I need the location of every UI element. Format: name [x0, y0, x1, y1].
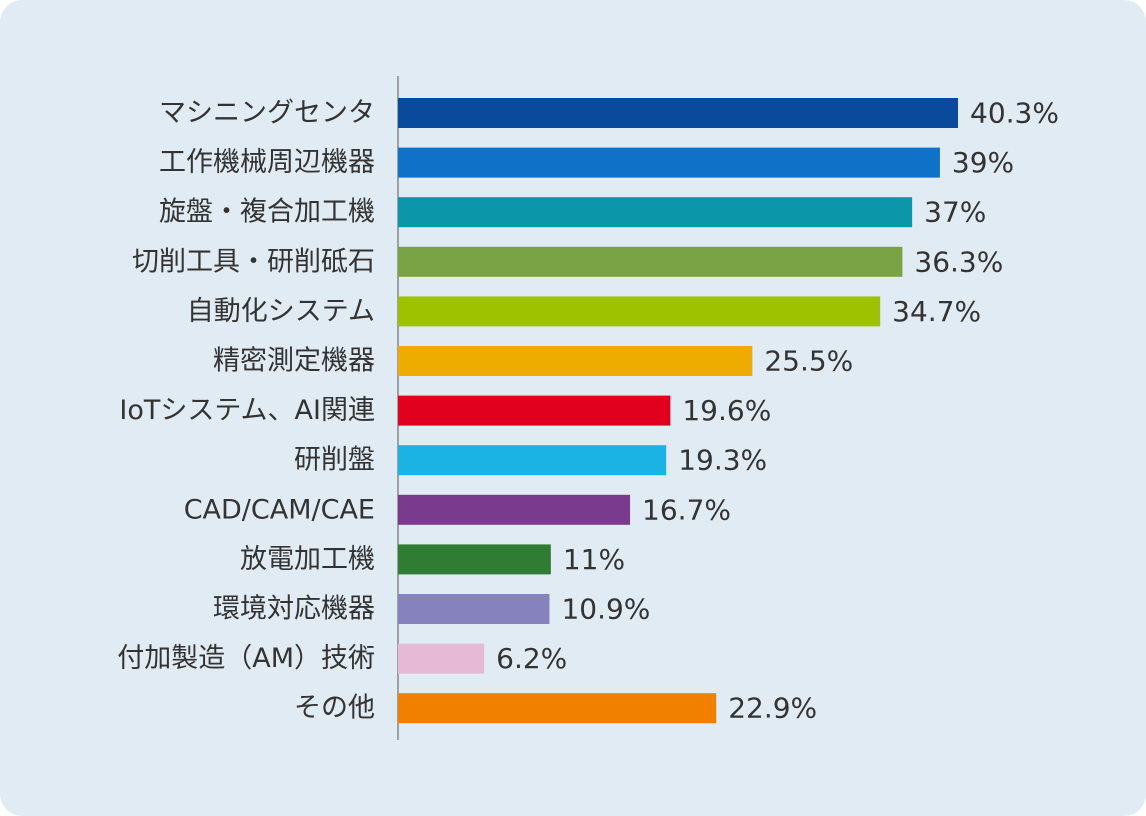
value-label: 36.3% [914, 245, 1003, 278]
bar [398, 494, 631, 525]
category-label: 放電加工機 [240, 544, 375, 575]
value-label: 11% [563, 543, 625, 576]
value-label: 6.2% [496, 642, 567, 675]
category-label: マシニングセンタ [159, 98, 375, 129]
bar [398, 147, 940, 178]
category-label: その他 [294, 693, 375, 724]
category-label: 自動化システム [187, 296, 375, 327]
category-label: IoTシステム、AI関連 [119, 395, 375, 426]
bar [398, 296, 881, 327]
value-label: 19.6% [682, 394, 771, 427]
category-label: 精密測定機器 [213, 346, 375, 377]
bar [398, 693, 717, 724]
category-label: 研削盤 [294, 445, 375, 476]
category-label: 旋盤・複合加工機 [159, 197, 375, 228]
bar [398, 197, 913, 228]
bar [398, 643, 485, 674]
bar [398, 544, 551, 575]
value-label: 19.3% [678, 444, 767, 477]
value-label: 25.5% [764, 345, 853, 378]
value-label: 40.3% [970, 97, 1059, 130]
bar [398, 445, 667, 476]
category-label: CAD/CAM/CAE [184, 494, 375, 525]
bar [398, 395, 671, 426]
bar [398, 246, 903, 277]
value-label: 39% [952, 146, 1014, 179]
value-label: 10.9% [561, 593, 650, 626]
bar [398, 98, 958, 128]
category-label: 切削工具・研削砥石 [132, 246, 375, 277]
category-label: 工作機械周辺機器 [159, 147, 375, 178]
value-label: 16.7% [642, 493, 731, 526]
value-label: 37% [924, 196, 986, 229]
value-label: 34.7% [892, 295, 981, 328]
bar [398, 346, 753, 376]
category-label: 付加製造（AM）技術 [117, 643, 375, 674]
value-label: 22.9% [728, 692, 817, 725]
category-label: 環境対応機器 [213, 594, 375, 625]
bar [398, 594, 550, 624]
